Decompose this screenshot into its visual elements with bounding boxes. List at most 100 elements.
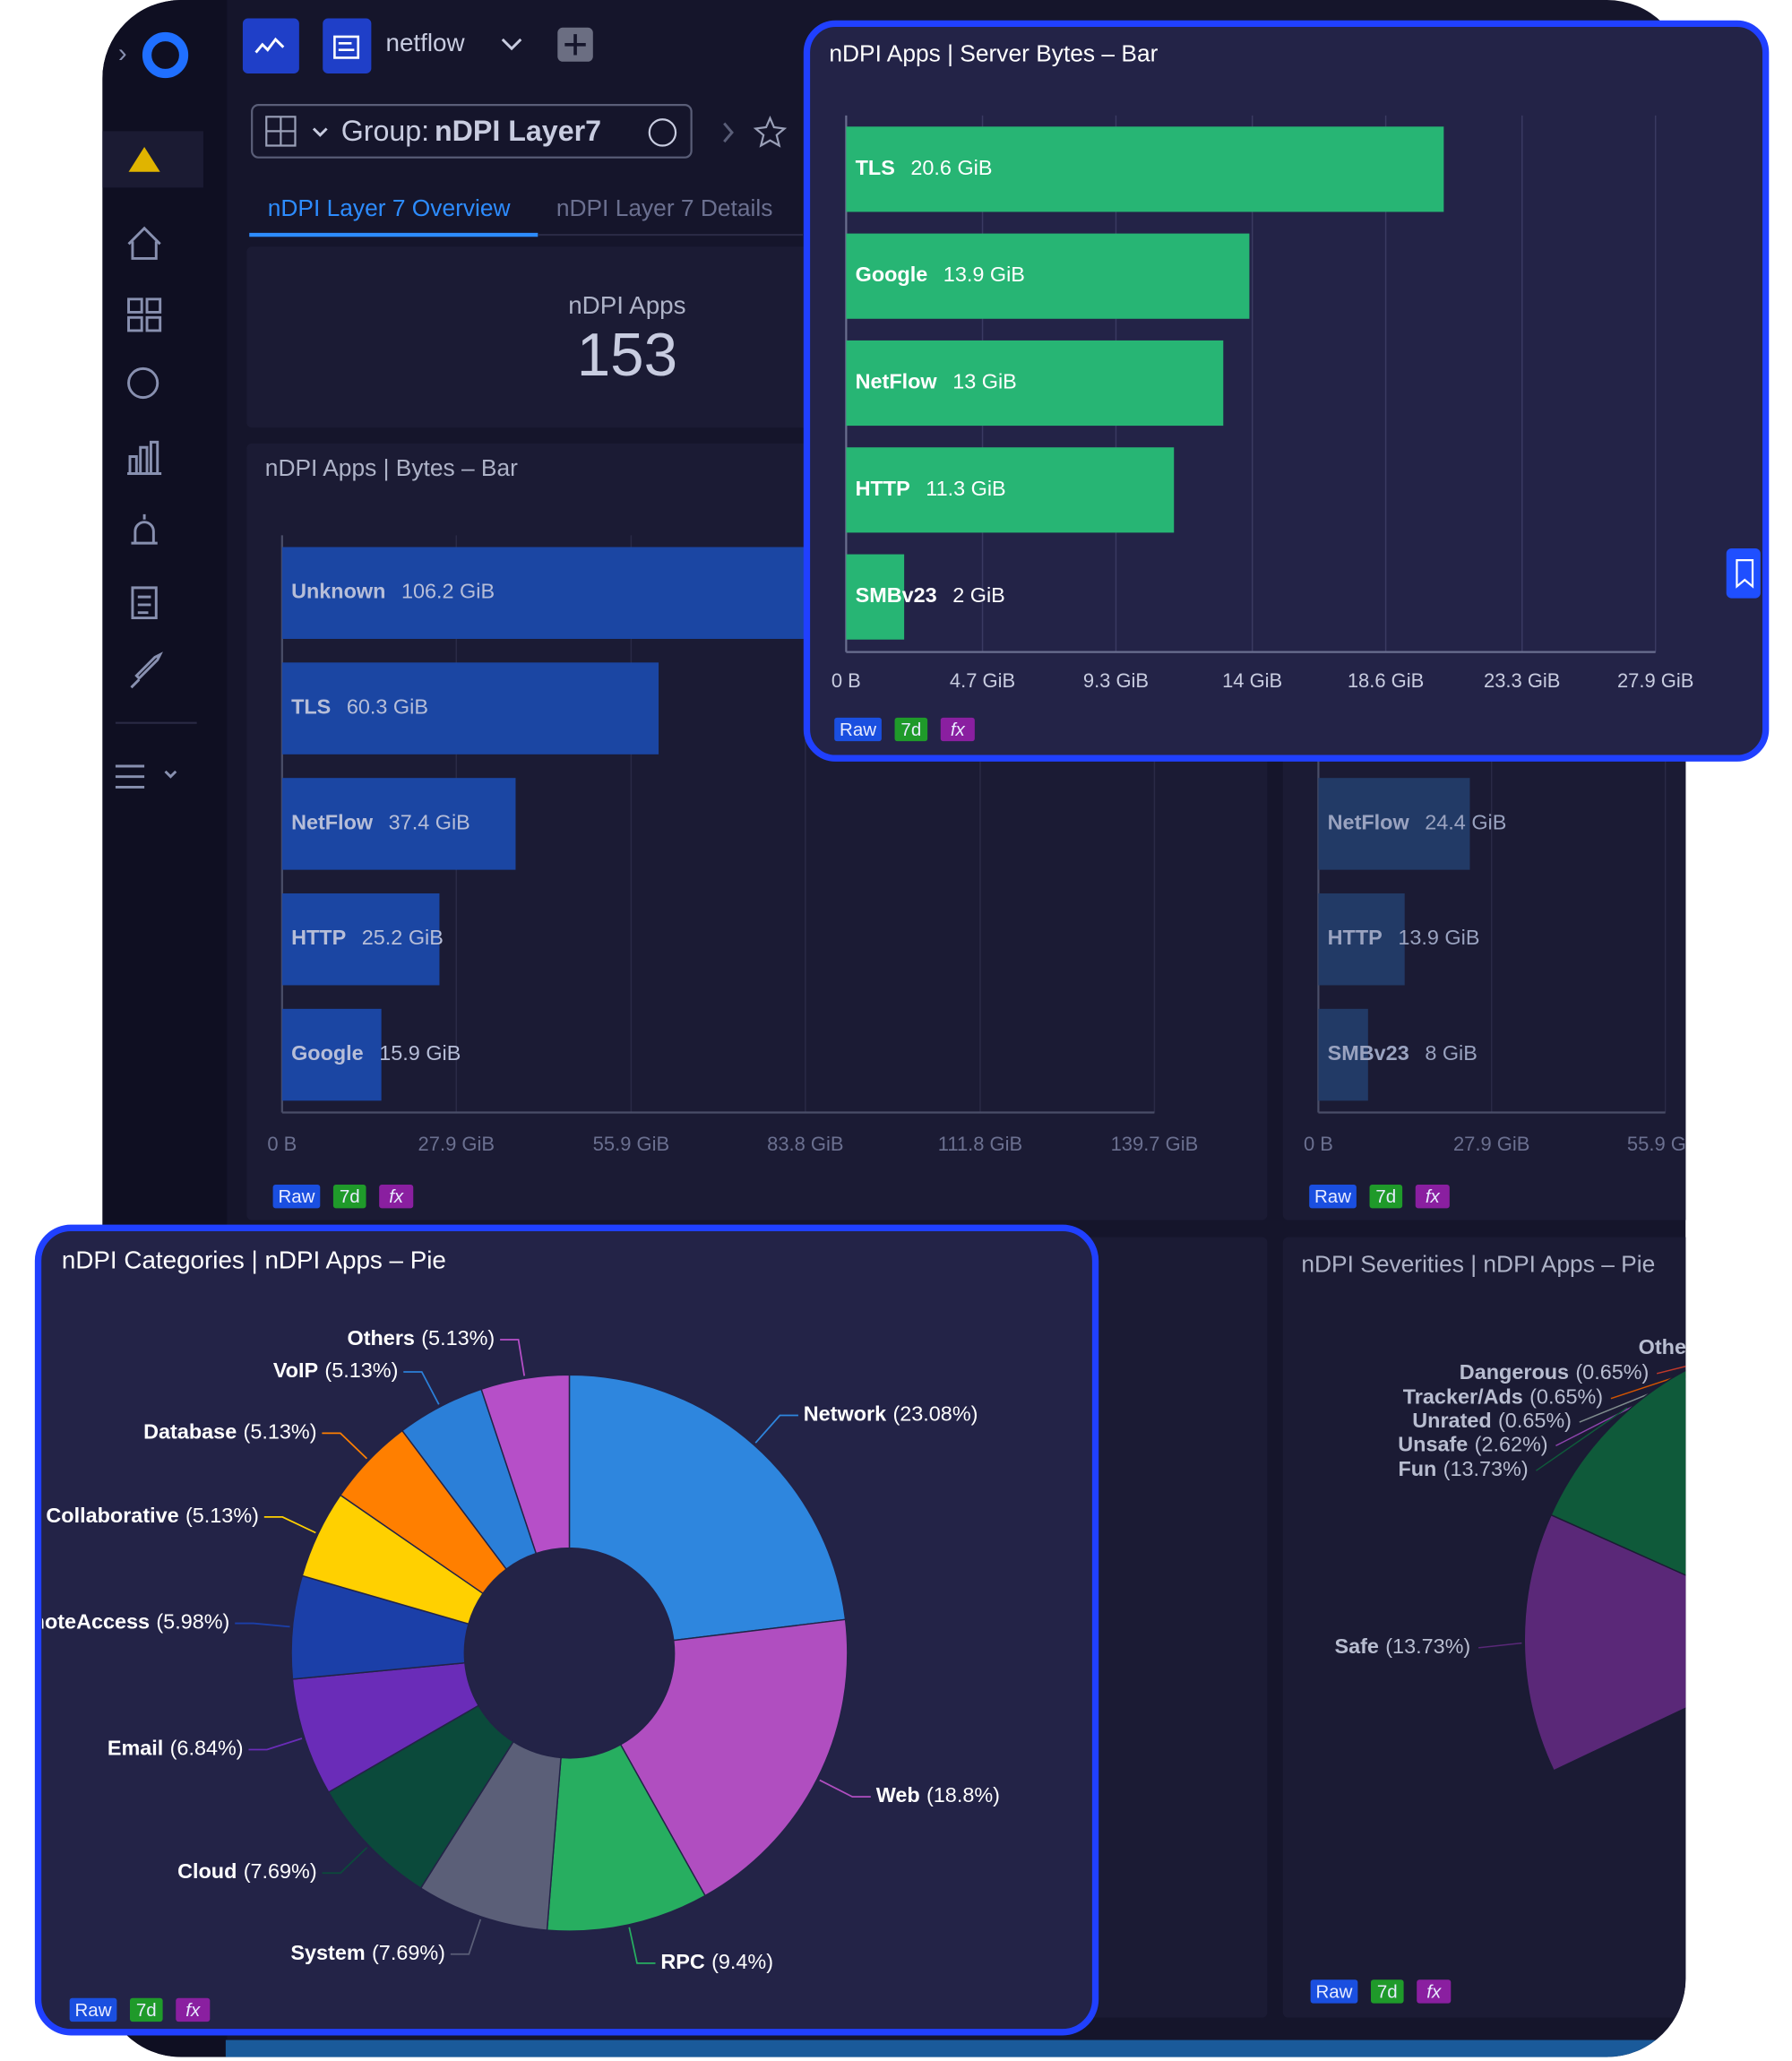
slice-label: System (7.69%) <box>290 1941 445 1964</box>
panel <box>1282 1237 1686 2018</box>
slice-label: VoIP (5.13%) <box>273 1358 399 1382</box>
bar-category: SMBv23 <box>856 583 937 607</box>
nav-icons <box>115 226 177 789</box>
tab[interactable]: nDPI Layer 7 Details <box>556 194 773 221</box>
bar-value-label: 20.6 GiB <box>910 156 992 179</box>
leader-line <box>263 1516 316 1534</box>
x-tick-label: 0 B <box>267 1133 297 1155</box>
categories-pie-chart: Network (23.08%) Web (18.8%) RPC (9.4%) System… <box>0 1326 1000 1973</box>
slice-value-label: (13.73%) <box>1385 1634 1470 1658</box>
slice-category: Others <box>348 1326 415 1350</box>
bar-label: TLS 20.6 GiB <box>856 156 993 179</box>
group-selector[interactable] <box>251 104 693 159</box>
badge[interactable] <box>834 717 882 742</box>
bar-category: SMBv23 <box>1328 1041 1409 1065</box>
badge[interactable] <box>332 1185 366 1209</box>
slice-value-label: (5.13%) <box>324 1358 398 1382</box>
panel-title: nDPI Apps | Server Bytes – Bar <box>829 39 1158 66</box>
slice-label: RPC (9.4%) <box>660 1950 773 1973</box>
x-tick-label: 23.3 GiB <box>1484 669 1560 692</box>
badge[interactable] <box>176 1997 211 2022</box>
badge[interactable] <box>1310 1979 1358 2004</box>
bar-category: HTTP <box>856 477 910 500</box>
info-icon[interactable] <box>648 118 677 147</box>
badge[interactable] <box>1369 1185 1403 1209</box>
slice-value-label: (0.65%) <box>1529 1385 1603 1409</box>
bar-category: Google <box>291 1041 364 1065</box>
x-tick-label: 9.3 GiB <box>1083 669 1149 692</box>
x-tick-label: 55.9 GiB <box>1627 1133 1703 1155</box>
bar-label: TLS 60.3 GiB <box>291 695 428 719</box>
leader-line <box>322 1847 368 1875</box>
badge[interactable] <box>272 1185 321 1209</box>
slice-label: Database (5.13%) <box>143 1420 316 1444</box>
slice-value-label: (0.65%) <box>1575 1360 1649 1384</box>
bookmark-button[interactable] <box>1726 548 1761 599</box>
leader-line <box>628 1927 656 1964</box>
slice-category: RemoteAccess <box>0 1610 150 1634</box>
leader-line <box>1610 1331 1686 1400</box>
leader-line <box>248 1738 303 1751</box>
badge[interactable] <box>1309 1185 1357 1209</box>
home-icon[interactable] <box>127 226 161 260</box>
bar-label: HTTP 13.9 GiB <box>1328 926 1480 949</box>
settings-icon[interactable] <box>115 764 177 789</box>
bar-category: HTTP <box>1328 926 1383 949</box>
badge[interactable] <box>940 717 975 742</box>
bar <box>846 554 905 640</box>
slice-category: Network <box>804 1402 887 1426</box>
badge[interactable] <box>1415 1185 1450 1209</box>
bookmark-icon <box>1736 559 1754 589</box>
alarms-icon[interactable] <box>131 513 158 545</box>
badge[interactable] <box>1417 1979 1452 2004</box>
dashboard-button[interactable] <box>323 18 372 73</box>
badge-label: Raw <box>278 1186 314 1207</box>
logs-icon[interactable] <box>131 586 158 620</box>
bar-value-label: 2 GiB <box>952 583 1005 607</box>
dashboards-icon[interactable] <box>127 298 162 332</box>
slice-label: RemoteAccess (5.98%) <box>0 1610 229 1634</box>
analytics-icon[interactable] <box>127 366 159 400</box>
slice-label: Unsafe (2.62%) <box>1398 1433 1547 1456</box>
stat-card <box>246 246 811 428</box>
badge[interactable] <box>894 717 928 742</box>
tab-active[interactable]: nDPI Layer 7 Overview <box>268 194 512 221</box>
group-name: nDPI Layer7 <box>435 114 601 146</box>
deploy-icon[interactable] <box>130 651 163 689</box>
bar-label: Google 15.9 GiB <box>291 1041 461 1065</box>
slice-label: Safe (13.73%) <box>1334 1634 1470 1658</box>
bar-category: NetFlow <box>1328 811 1410 834</box>
panel <box>1049 1237 1268 2018</box>
x-tick-label: 83.8 GiB <box>767 1133 843 1155</box>
badge[interactable] <box>379 1185 414 1209</box>
slice-value-label: (0.65%) <box>1498 1409 1572 1432</box>
add-icon <box>564 34 586 56</box>
expand-icon[interactable]: › <box>118 39 127 68</box>
source-name[interactable]: netflow <box>385 29 465 56</box>
badge-label: Raw <box>75 2000 112 2021</box>
slice-category: Email <box>108 1737 163 1760</box>
x-tick-label: 0 B <box>1304 1133 1333 1155</box>
bar <box>1318 893 1405 986</box>
server-bytes-bar-chart: 0 B 4.7 GiB 9.3 GiB 14 GiB 18.6 GiB 23.3 GiB 2… <box>831 115 1693 692</box>
favorite-icon[interactable] <box>753 115 788 148</box>
slice-category: Others <box>1639 1335 1706 1358</box>
source-dropdown[interactable] <box>501 38 522 51</box>
bar-category: NetFlow <box>856 370 938 393</box>
x-tick-label: 111.8 GiB <box>938 1133 1022 1155</box>
slice-label: Unrated (0.65%) <box>1412 1409 1572 1432</box>
x-tick-label: 4.7 GiB <box>950 669 1015 692</box>
leader-line <box>322 1432 368 1460</box>
badge[interactable] <box>1370 1979 1404 2004</box>
bar <box>281 893 440 986</box>
badge[interactable] <box>69 1997 117 2022</box>
bar-category: HTTP <box>291 926 346 949</box>
x-tick-label: 14 GiB <box>1222 669 1282 692</box>
alert-item[interactable] <box>102 131 203 188</box>
slice-label: Email (6.84%) <box>108 1737 244 1760</box>
reports-icon[interactable] <box>127 440 162 475</box>
badge[interactable] <box>130 1997 163 2022</box>
leader-line <box>1536 1407 1628 1471</box>
pie-slice <box>1523 1513 1686 1772</box>
